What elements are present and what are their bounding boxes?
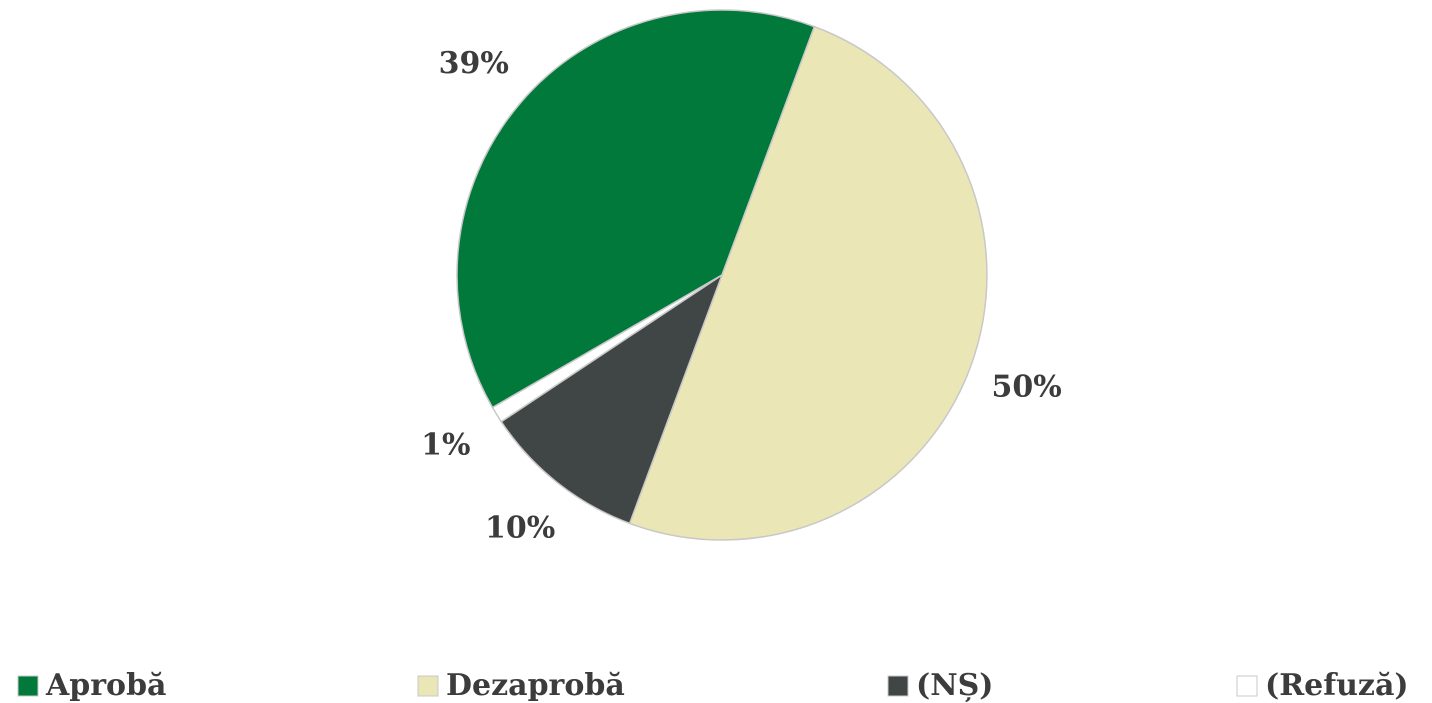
data-label: 50% xyxy=(991,369,1061,404)
pie-slice xyxy=(491,274,723,423)
legend-label: Dezaprobă xyxy=(446,668,625,703)
legend-label: (Refuză) xyxy=(1265,668,1409,703)
legend-swatch xyxy=(1236,675,1258,697)
legend-label: Aprobă xyxy=(45,668,166,703)
legend-swatch xyxy=(417,675,439,697)
pie-slice xyxy=(456,9,816,409)
pie-slice xyxy=(500,273,724,525)
data-label: 10% xyxy=(485,511,555,546)
data-label: 39% xyxy=(439,46,509,81)
pie-slice xyxy=(628,25,988,541)
legend-label: (NȘ) xyxy=(916,668,993,703)
legend-swatch xyxy=(17,675,39,697)
legend-swatch xyxy=(887,675,909,697)
data-label: 1% xyxy=(421,427,470,462)
